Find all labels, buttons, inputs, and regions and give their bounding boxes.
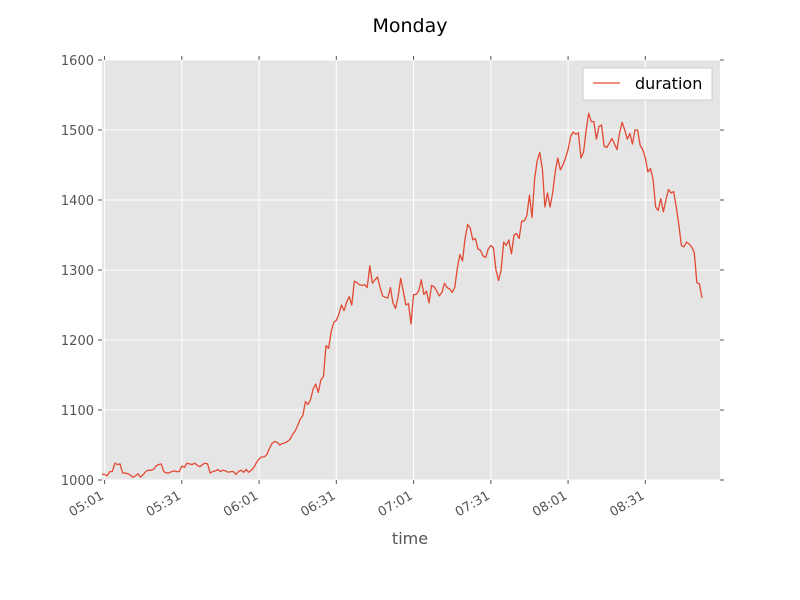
y-tick-label: 1500 (61, 124, 94, 139)
series-line-duration (102, 112, 703, 478)
y-tick-label: 1200 (61, 334, 94, 349)
y-tick-labels: 1000 1100 1200 1300 1400 1500 1600 (61, 54, 94, 489)
x-tick-label: 05:01 (67, 488, 107, 520)
x-tick-label: 08:31 (607, 488, 647, 520)
x-tick-label: 05:31 (144, 488, 184, 520)
grid-lines (102, 59, 720, 481)
legend-box (582, 67, 713, 101)
x-tick-label: 07:31 (453, 488, 493, 520)
chart-title: Monday (372, 15, 447, 37)
x-tick-label: 07:01 (376, 488, 416, 520)
x-axis-label: time (392, 529, 428, 548)
y-tick-label: 1000 (61, 474, 94, 489)
series-layer (102, 112, 703, 478)
legend: duration (582, 67, 713, 101)
axis-ticks (98, 56, 724, 484)
y-tick-label: 1400 (61, 194, 94, 209)
legend-label-duration: duration (635, 74, 702, 93)
y-tick-label: 1100 (61, 404, 94, 419)
y-tick-label: 1600 (61, 54, 94, 69)
x-tick-label: 08:01 (530, 488, 570, 520)
y-tick-label: 1300 (61, 264, 94, 279)
x-tick-label: 06:01 (221, 488, 261, 520)
x-tick-label: 06:31 (298, 488, 338, 520)
x-tick-labels: 05:01 05:31 06:01 06:31 07:01 07:31 08:01 08:31 (67, 488, 648, 520)
